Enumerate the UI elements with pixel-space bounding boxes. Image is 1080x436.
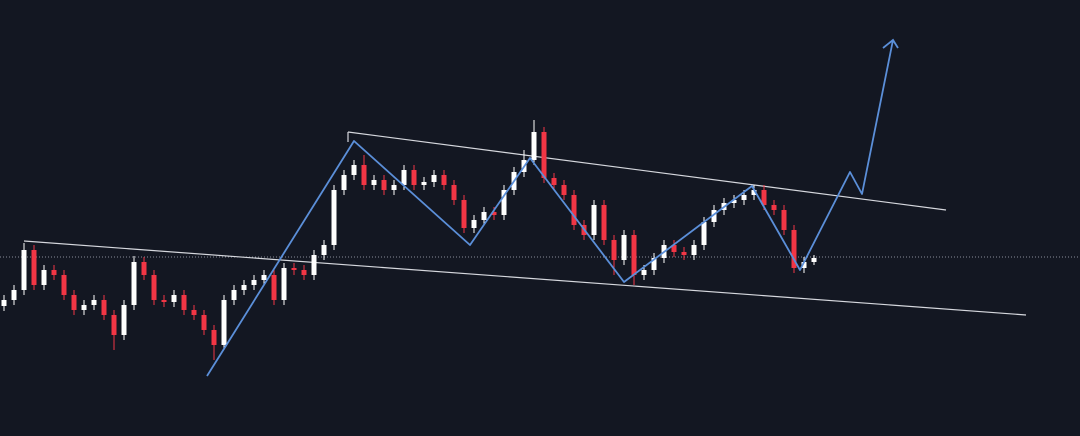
candle-body bbox=[371, 180, 377, 185]
candle-body bbox=[561, 185, 567, 195]
candle-body bbox=[691, 245, 697, 255]
candle-body bbox=[701, 222, 707, 245]
candle-body bbox=[571, 195, 577, 225]
candle-body bbox=[601, 205, 607, 240]
candle-body bbox=[221, 300, 227, 345]
candle-body bbox=[61, 275, 67, 295]
candle-body bbox=[1, 300, 7, 306]
candle-body bbox=[441, 175, 447, 185]
candle-body bbox=[771, 205, 777, 210]
candle-body bbox=[591, 205, 597, 235]
projection-path bbox=[206, 39, 894, 377]
candle-body bbox=[451, 185, 457, 200]
candle-body bbox=[11, 290, 17, 300]
candle-body bbox=[321, 245, 327, 255]
candle-body bbox=[641, 270, 647, 275]
candle-body bbox=[411, 170, 417, 185]
candle-body bbox=[381, 180, 387, 190]
upper-channel-line bbox=[347, 131, 947, 211]
candle-body bbox=[291, 268, 297, 270]
candle-body bbox=[421, 182, 427, 185]
candle-body bbox=[711, 210, 717, 222]
candle-body bbox=[241, 285, 247, 290]
candle-body bbox=[141, 262, 147, 275]
candle-body bbox=[401, 170, 407, 185]
candle-body bbox=[531, 132, 537, 160]
candle-body bbox=[761, 190, 767, 205]
candle-body bbox=[351, 165, 357, 175]
candle-body bbox=[491, 212, 497, 215]
candle-body bbox=[101, 300, 107, 315]
candle-body bbox=[611, 240, 617, 260]
candle-body bbox=[311, 255, 317, 275]
candle-body bbox=[91, 300, 97, 305]
candle-body bbox=[781, 210, 787, 230]
candle-body bbox=[801, 262, 807, 268]
candle-body bbox=[161, 300, 167, 302]
candle-body bbox=[681, 252, 687, 255]
candle-body bbox=[651, 258, 657, 270]
candle-body bbox=[201, 315, 207, 330]
candle-body bbox=[121, 305, 127, 335]
candle-body bbox=[791, 230, 797, 268]
candle-body bbox=[51, 270, 57, 275]
candle-body bbox=[131, 262, 137, 305]
candle-body bbox=[71, 295, 77, 310]
lower-channel-line bbox=[23, 240, 1027, 316]
candle-body bbox=[471, 220, 477, 228]
candle-body bbox=[151, 275, 157, 300]
candle-body bbox=[331, 190, 337, 245]
arrow-head bbox=[882, 38, 899, 49]
candle-body bbox=[431, 175, 437, 182]
candle-body bbox=[751, 190, 757, 195]
candle-body bbox=[341, 175, 347, 190]
candle-body bbox=[41, 270, 47, 285]
candle-body bbox=[31, 250, 37, 285]
candle-body bbox=[501, 190, 507, 215]
candle-body bbox=[171, 295, 177, 302]
candle-body bbox=[261, 275, 267, 280]
candle-body bbox=[21, 250, 27, 290]
candle-body bbox=[361, 165, 367, 185]
candle-body bbox=[251, 280, 257, 285]
candle-body bbox=[391, 185, 397, 190]
candle-body bbox=[211, 330, 217, 345]
candle-body bbox=[811, 258, 817, 262]
candle-body bbox=[301, 270, 307, 275]
candle-body bbox=[631, 235, 637, 275]
candle-body bbox=[541, 132, 547, 178]
candle-body bbox=[731, 200, 737, 203]
candle-body bbox=[621, 235, 627, 260]
candle-body bbox=[111, 315, 117, 335]
candle-body bbox=[191, 310, 197, 315]
candle-body bbox=[551, 178, 557, 185]
candle-body bbox=[81, 305, 87, 310]
candle-body bbox=[271, 275, 277, 300]
candle-body bbox=[481, 212, 487, 220]
candle-body bbox=[671, 245, 677, 252]
candle-body bbox=[181, 295, 187, 310]
candle-body bbox=[741, 195, 747, 200]
candle-body bbox=[231, 290, 237, 300]
candle-body bbox=[281, 268, 287, 300]
candle-body bbox=[461, 200, 467, 228]
